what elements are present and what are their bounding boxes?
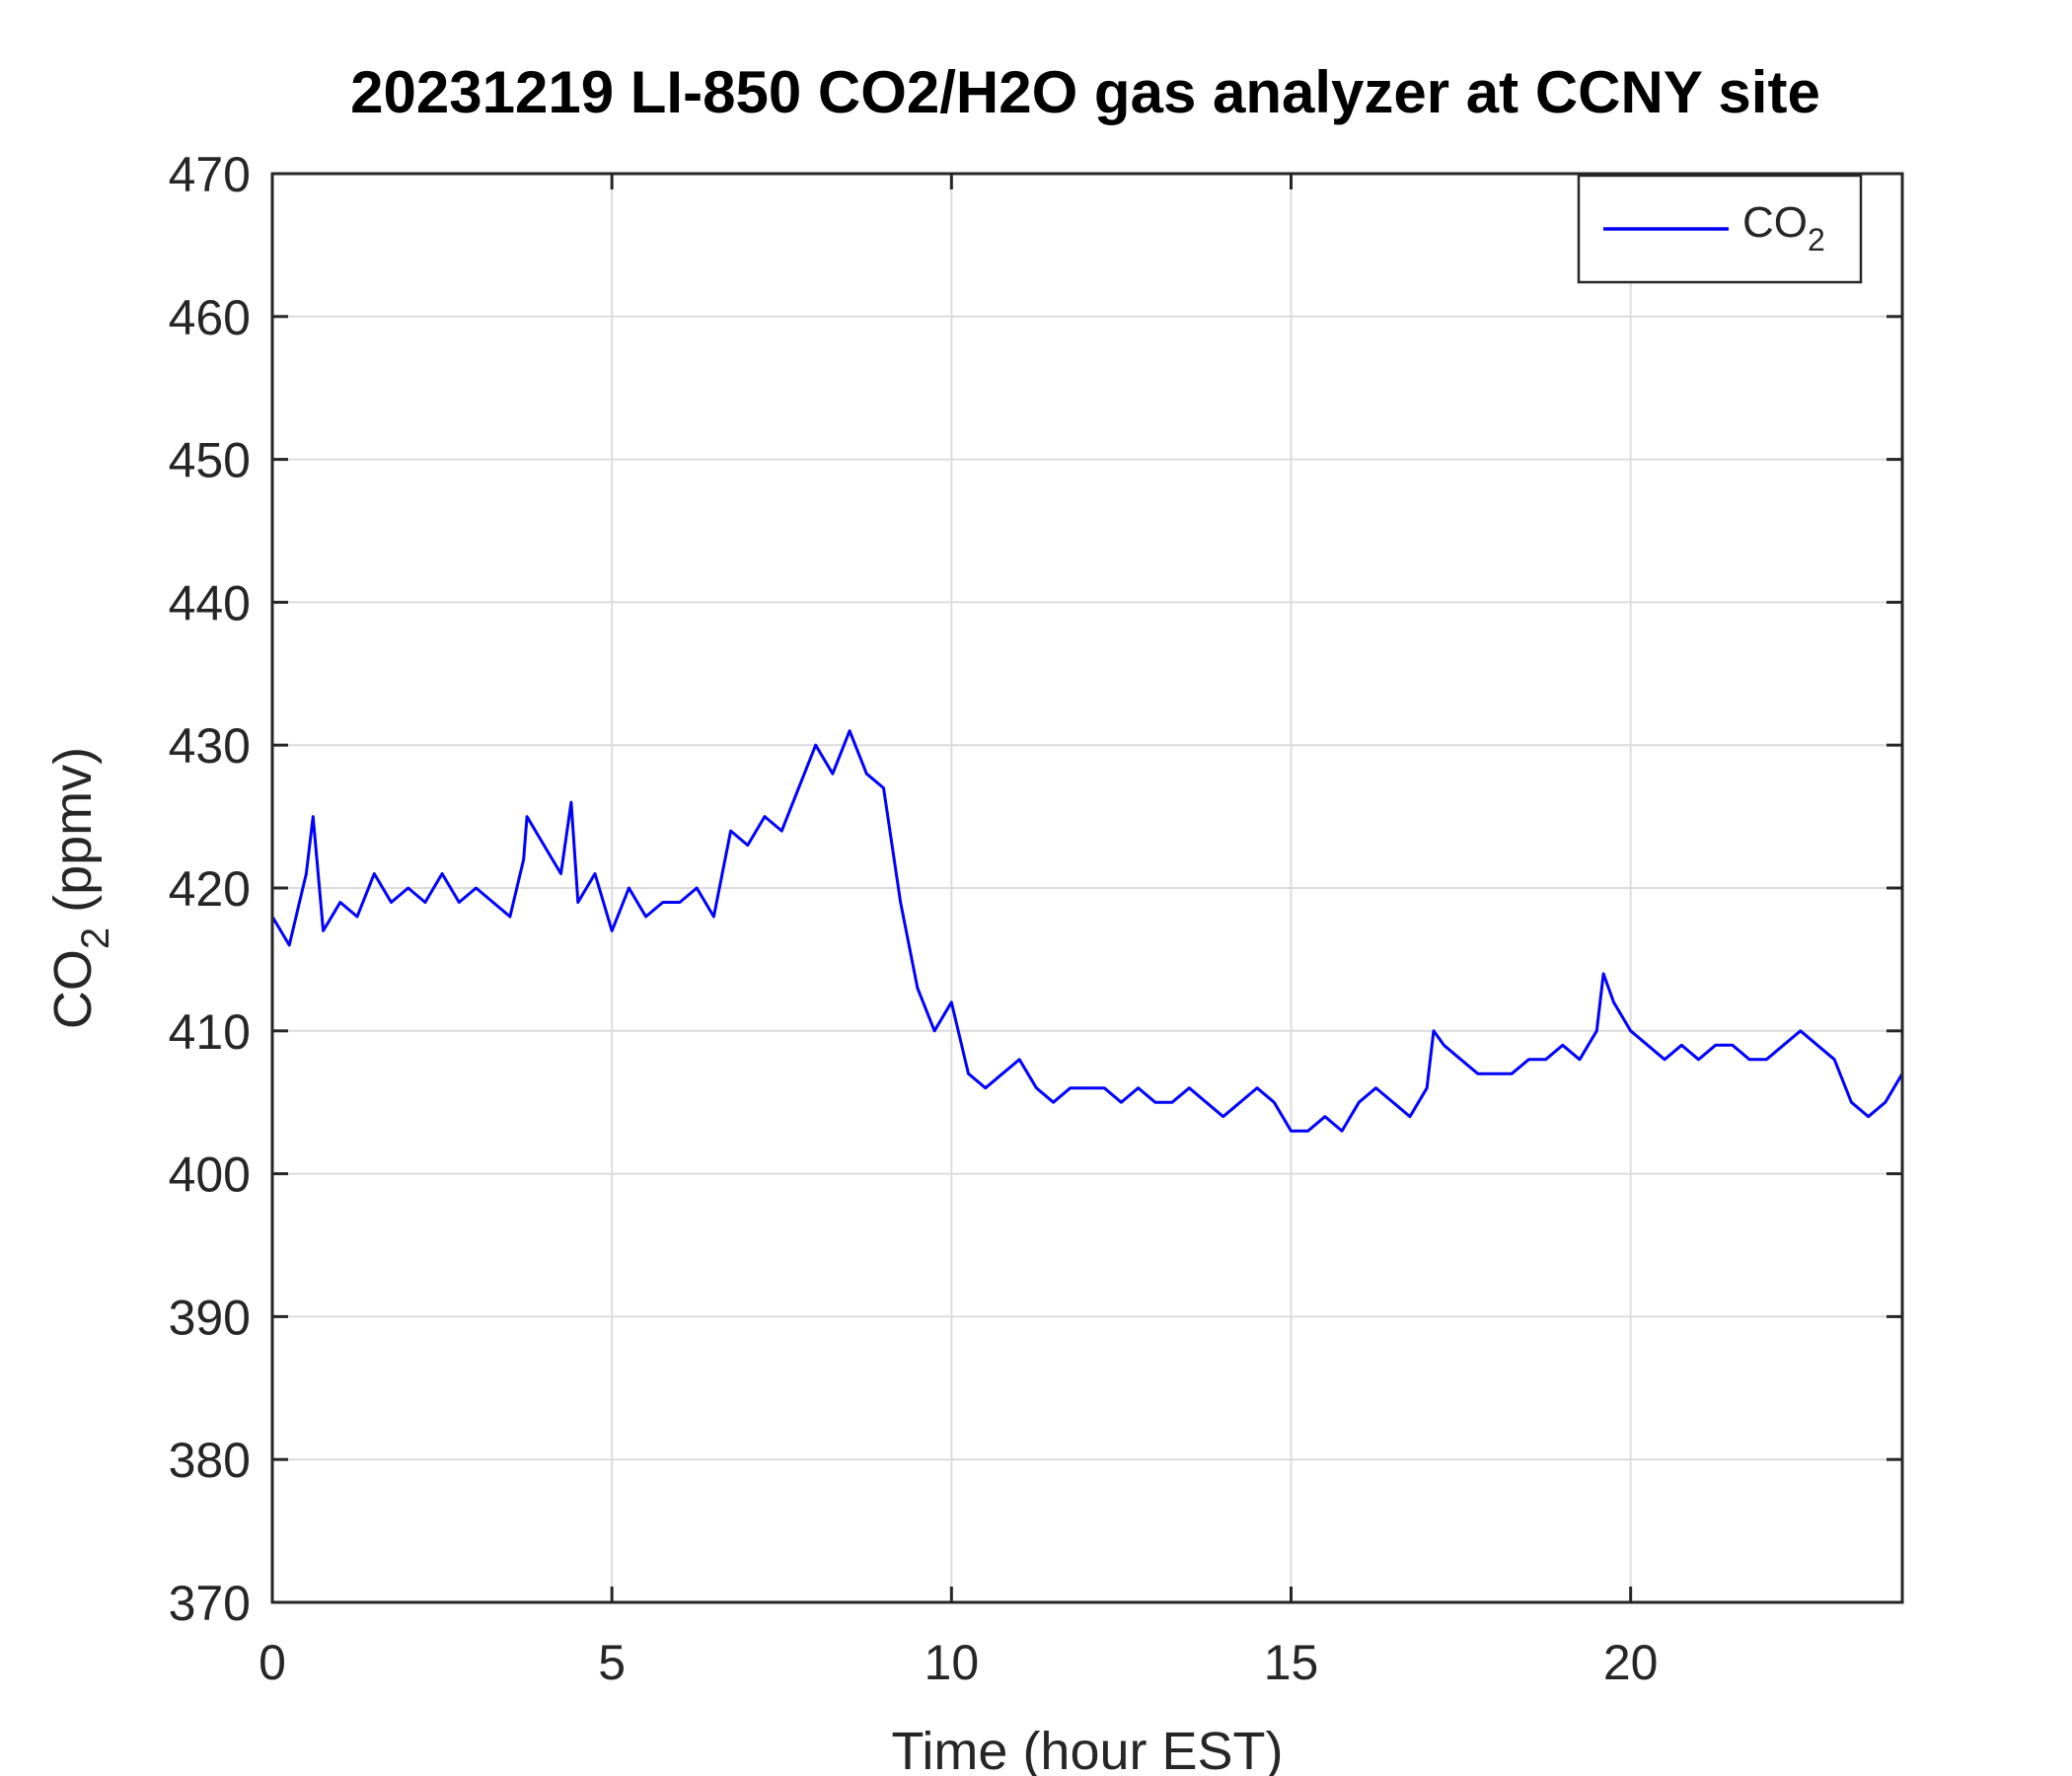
legend: CO2 <box>1577 174 1863 284</box>
x-tick-labels: 0 5 10 15 20 <box>259 1635 1658 1690</box>
y-axis-label: CO2 (ppmv) <box>43 747 117 1029</box>
x-axis-label: Time (hour EST) <box>891 1722 1283 1776</box>
y-tick-label: 410 <box>169 1004 251 1060</box>
y-tick-label: 470 <box>169 147 251 202</box>
x-tick-label: 15 <box>1264 1635 1319 1690</box>
series-line-co2 <box>270 729 1904 1133</box>
chart-title: 20231219 LI-850 CO2/H2O gas analyzer at … <box>350 59 1820 125</box>
y-tick-label: 370 <box>169 1576 251 1631</box>
y-axis-label-main: CO <box>43 949 103 1029</box>
y-tick-label: 420 <box>169 861 251 917</box>
y-tick-label: 440 <box>169 575 251 630</box>
x-tick-label: 0 <box>259 1635 286 1690</box>
y-tick-label: 460 <box>169 290 251 345</box>
y-tick-label: 450 <box>169 433 251 488</box>
y-axis-label-sub: 2 <box>74 927 117 949</box>
legend-label-sub: 2 <box>1808 222 1825 258</box>
y-axis-label-rest: (ppmv) <box>43 747 103 927</box>
x-tick-label: 5 <box>598 1635 626 1690</box>
legend-label-main: CO <box>1742 198 1808 247</box>
x-tick-label: 20 <box>1603 1635 1659 1690</box>
y-tick-label: 430 <box>169 718 251 774</box>
y-tick-label: 380 <box>169 1433 251 1488</box>
legend-label: CO2 <box>1742 198 1825 258</box>
x-tick-label: 10 <box>925 1635 980 1690</box>
y-tick-label: 390 <box>169 1290 251 1345</box>
y-tick-labels: 370 380 390 400 410 420 430 440 450 460 470 <box>169 147 251 1631</box>
ticks <box>270 172 1902 1604</box>
y-tick-label: 400 <box>169 1147 251 1203</box>
